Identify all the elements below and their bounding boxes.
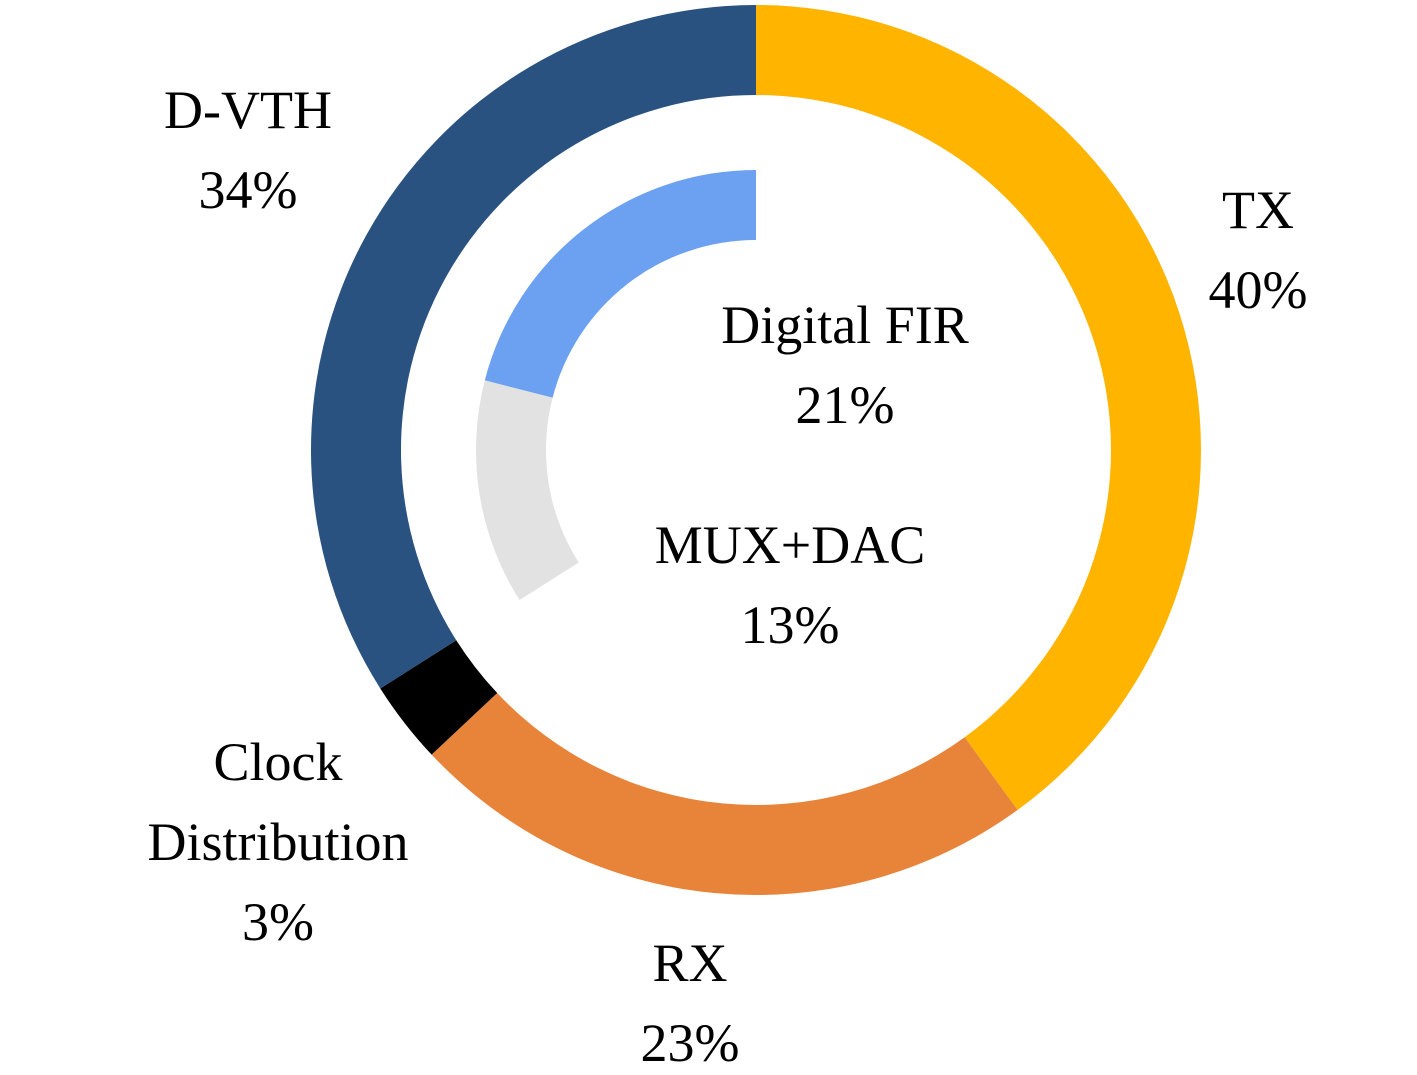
category-label: Clock Distribution: [147, 732, 409, 872]
segment-label: D-VTH 34%: [98, 70, 398, 230]
category-label: TX: [1222, 180, 1294, 240]
donut-segment: [311, 5, 756, 689]
donut-segment: [431, 693, 1018, 895]
value-label: 34%: [198, 160, 298, 220]
segment-label: RX 23%: [540, 923, 840, 1075]
segment-label: TX 40%: [1108, 170, 1408, 330]
value-label: 23%: [640, 1013, 740, 1073]
category-label: MUX+DAC: [654, 515, 926, 575]
donut-segment: [484, 170, 756, 398]
donut-segment: [380, 640, 498, 755]
value-label: 13%: [740, 595, 840, 655]
donut-segment: [476, 380, 579, 601]
donut-segment: [756, 5, 1201, 811]
category-label: D-VTH: [164, 80, 332, 140]
segment-label: MUX+DAC 13%: [580, 505, 1000, 665]
segment-label: Clock Distribution 3%: [88, 722, 468, 962]
value-label: 21%: [795, 375, 895, 435]
category-label: RX: [652, 933, 728, 993]
category-label: Digital FIR: [721, 295, 969, 355]
value-label: 40%: [1208, 260, 1308, 320]
segment-label: Digital FIR 21%: [645, 285, 1045, 445]
value-label: 3%: [242, 892, 314, 952]
